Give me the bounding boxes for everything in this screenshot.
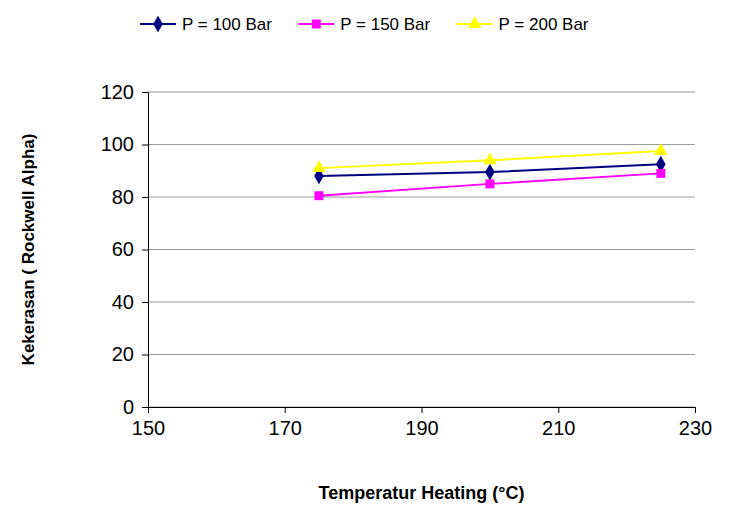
tick-label: 100 bbox=[101, 133, 134, 155]
tick: 210 bbox=[542, 407, 575, 439]
tick-label: 60 bbox=[112, 238, 134, 260]
tick-label: 230 bbox=[679, 417, 712, 439]
axis-line bbox=[149, 408, 696, 414]
legend-marker bbox=[468, 16, 482, 28]
tick-mark bbox=[142, 250, 148, 251]
tick: 230 bbox=[679, 407, 712, 439]
grid-line bbox=[148, 144, 695, 145]
tick: 170 bbox=[269, 407, 302, 439]
legend-item: P = 200 Bar bbox=[457, 15, 589, 34]
legend-marker bbox=[312, 20, 321, 29]
grid-line bbox=[148, 354, 695, 355]
grid-line bbox=[148, 92, 695, 93]
tick-mark bbox=[695, 407, 696, 413]
grid-line bbox=[148, 197, 695, 198]
legend: P = 100 Bar P = 150 Bar P = 200 Bar bbox=[140, 15, 589, 34]
grid-line bbox=[148, 249, 695, 250]
y-axis: 0 20 40 60 80 100 120 bbox=[101, 81, 149, 418]
tick-mark bbox=[422, 407, 423, 413]
tick-mark bbox=[142, 197, 148, 198]
tick: 0 bbox=[123, 396, 148, 418]
series-line bbox=[319, 151, 661, 168]
tick-mark bbox=[285, 407, 286, 413]
legend-label: P = 200 Bar bbox=[499, 15, 589, 34]
y-axis-title: Kekerasan ( Rockwell Alpha) bbox=[19, 134, 38, 366]
tick-label: 210 bbox=[542, 417, 575, 439]
tick-mark bbox=[142, 92, 148, 93]
tick-label: 80 bbox=[112, 186, 134, 208]
marker bbox=[654, 143, 668, 155]
tick-label: 170 bbox=[269, 417, 302, 439]
plot-area bbox=[312, 143, 667, 200]
marker bbox=[314, 191, 323, 200]
legend-item: P = 150 Bar bbox=[298, 15, 430, 34]
tick-mark bbox=[142, 355, 148, 356]
legend-label: P = 150 Bar bbox=[340, 15, 430, 34]
marker bbox=[483, 152, 497, 164]
x-axis-title: Temperatur Heating (°C) bbox=[319, 483, 525, 503]
tick: 150 bbox=[132, 407, 165, 439]
legend-marker bbox=[153, 16, 163, 33]
tick: 190 bbox=[405, 407, 438, 439]
tick-mark bbox=[142, 145, 148, 146]
tick-label: 40 bbox=[112, 291, 134, 313]
tick-label: 190 bbox=[405, 417, 438, 439]
tick: 40 bbox=[112, 291, 148, 313]
tick-label: 20 bbox=[112, 343, 134, 365]
marker bbox=[485, 164, 495, 181]
legend-label: P = 100 Bar bbox=[182, 15, 272, 34]
tick-mark bbox=[142, 407, 148, 408]
series-line bbox=[319, 173, 661, 195]
tick: 60 bbox=[112, 238, 148, 260]
marker bbox=[312, 160, 326, 172]
tick: 20 bbox=[112, 343, 148, 365]
tick-label: 120 bbox=[101, 81, 134, 103]
tick-label: 150 bbox=[132, 417, 165, 439]
tick: 120 bbox=[101, 81, 148, 103]
tick-label: 0 bbox=[123, 396, 134, 418]
marker bbox=[656, 169, 665, 178]
grid-line bbox=[148, 302, 695, 303]
tick-mark bbox=[558, 407, 559, 413]
marker bbox=[485, 179, 494, 188]
legend-item: P = 100 Bar bbox=[140, 15, 272, 34]
axis-line bbox=[142, 93, 149, 408]
grid bbox=[148, 92, 695, 407]
tick-mark bbox=[142, 302, 148, 303]
x-axis: 150 170 190 210 230 bbox=[132, 407, 712, 439]
chart: 150 170 190 210 230 0 20 40 60 80 100 120 Temperatur… bbox=[0, 0, 749, 530]
tick: 80 bbox=[112, 186, 148, 208]
tick: 100 bbox=[101, 133, 148, 155]
